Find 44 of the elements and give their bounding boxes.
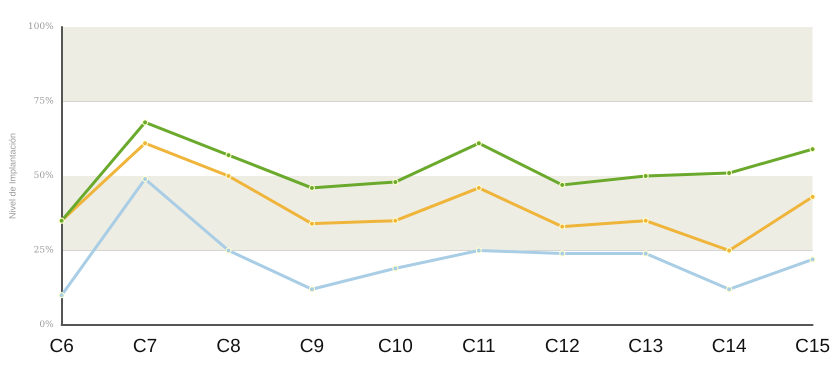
- point: [58, 292, 65, 298]
- point: [726, 286, 732, 292]
- point: [476, 184, 482, 191]
- point: [726, 248, 732, 254]
- x-tick-label: C14: [712, 336, 747, 357]
- x-tick-label: C15: [795, 336, 830, 357]
- y-tick-label: 50%: [34, 171, 54, 181]
- point: [142, 140, 148, 146]
- point: [476, 140, 482, 146]
- point: [810, 194, 816, 200]
- point: [476, 248, 482, 254]
- point: [642, 173, 649, 179]
- x-tick-label: C7: [132, 336, 158, 357]
- y-tick-label: 0%: [39, 320, 54, 330]
- point: [226, 173, 232, 179]
- point: [642, 218, 649, 224]
- point: [226, 152, 232, 158]
- point: [810, 146, 816, 152]
- point: [559, 224, 566, 230]
- point: [308, 286, 315, 292]
- x-tick-label: C6: [49, 336, 74, 357]
- point: [142, 176, 148, 182]
- point: [392, 178, 398, 185]
- point: [726, 170, 732, 176]
- point: [308, 184, 315, 191]
- point: [142, 119, 148, 126]
- x-tick-label: C9: [300, 336, 324, 357]
- point: [308, 220, 315, 227]
- x-tick-label: C10: [378, 336, 413, 357]
- x-tick-label: C11: [462, 336, 496, 357]
- point: [559, 182, 566, 188]
- point: [392, 265, 398, 272]
- y-tick-label: 75%: [34, 96, 54, 106]
- point: [226, 248, 232, 254]
- x-tick-label: C13: [628, 336, 664, 357]
- y-axis-title: Nivel de Implantación: [8, 132, 18, 220]
- x-tick-label: C8: [216, 336, 241, 357]
- x-tick-label: C12: [544, 336, 580, 357]
- point: [642, 250, 649, 256]
- point: [559, 250, 566, 256]
- y-tick-label: 100%: [28, 22, 54, 32]
- y-tick-label: 25%: [34, 246, 54, 256]
- point: [810, 256, 816, 262]
- point: [392, 218, 398, 224]
